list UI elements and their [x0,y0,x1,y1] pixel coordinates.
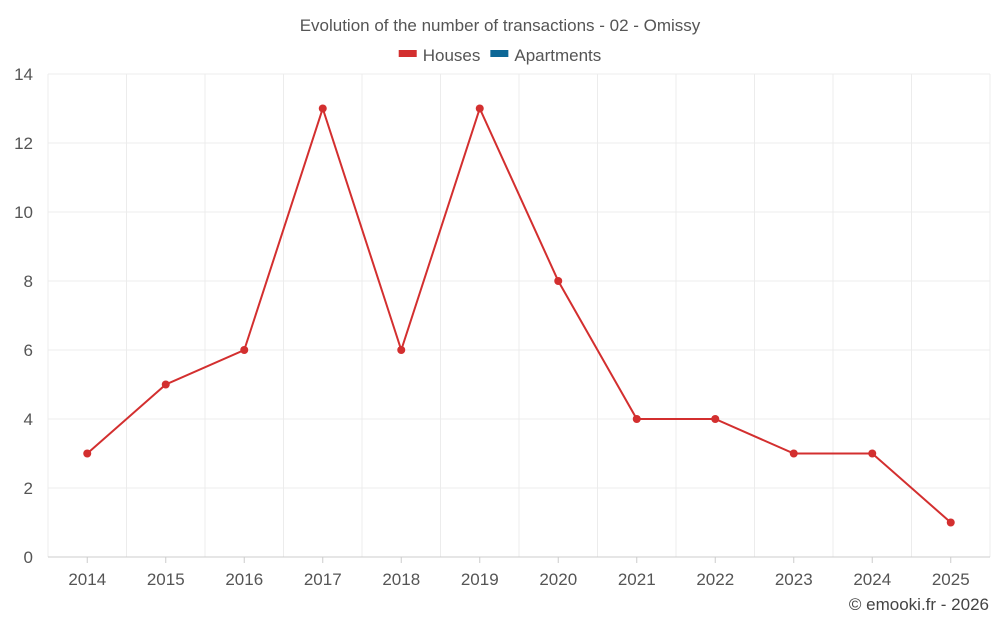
data-point-houses[interactable] [318,104,327,113]
y-tick-label: 4 [24,410,33,429]
data-point-houses[interactable] [554,277,563,285]
x-tick-label: 2025 [932,570,970,589]
x-tick-label: 2017 [304,570,342,589]
legend-swatch [398,50,417,57]
x-axis-ticks: 2014 2015 2016 2017 2018 2019 2020 2021 2022 2023… [68,570,969,589]
x-tick-label: 2022 [696,570,734,589]
data-point-houses[interactable] [946,518,955,527]
legend-item-apartments[interactable]: Apartments [490,46,601,65]
legend-swatch [490,50,509,57]
data-point-houses[interactable] [711,415,720,423]
y-axis-ticks: 0 2 4 6 8 10 12 14 [14,65,33,567]
series-line-houses [86,105,952,524]
x-tick-label: 2015 [147,570,185,589]
y-tick-label: 8 [24,272,33,291]
y-tick-label: 10 [14,203,33,222]
y-tick-label: 0 [24,548,33,567]
data-point-houses[interactable] [789,449,798,458]
chart-title: Evolution of the number of transactions … [300,16,701,35]
y-tick-label: 2 [24,479,33,498]
x-tick-label: 2016 [225,570,263,589]
gridlines [47,73,991,563]
x-tick-label: 2023 [775,570,813,589]
data-point-houses[interactable] [868,449,877,458]
y-tick-label: 6 [24,341,33,360]
legend-item-houses[interactable]: Houses [398,46,481,65]
legend-label: Apartments [514,46,601,65]
data-point-houses[interactable] [632,415,641,423]
x-tick-label: 2019 [461,570,499,589]
legend-label: Houses [423,46,481,65]
y-tick-label: 14 [14,65,33,84]
x-tick-label: 2018 [382,570,420,589]
data-point-houses[interactable] [475,104,484,113]
y-tick-label: 12 [14,134,33,153]
series-layer [83,104,955,527]
data-point-houses[interactable] [161,380,170,389]
x-tick-label: 2024 [853,570,891,589]
copyright-footer: © emooki.fr - 2026 [849,595,989,614]
data-point-houses[interactable] [240,346,249,354]
legend: Houses Apartments [398,46,601,65]
x-tick-label: 2020 [539,570,577,589]
x-tick-label: 2014 [68,570,106,589]
x-tick-label: 2021 [618,570,656,589]
data-point-houses[interactable] [397,346,406,354]
data-point-houses[interactable] [83,449,92,458]
